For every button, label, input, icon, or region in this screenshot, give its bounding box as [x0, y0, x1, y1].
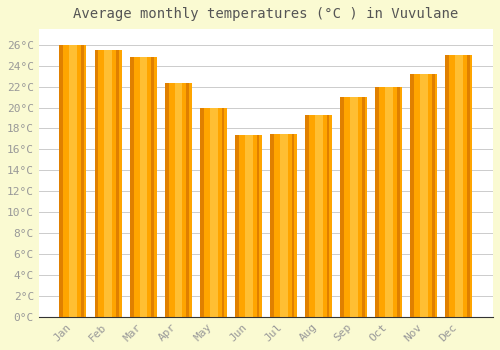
- Bar: [341, 97, 367, 317]
- Bar: [60, 45, 86, 317]
- Bar: [292, 134, 294, 317]
- Bar: [432, 74, 434, 317]
- Bar: [446, 55, 472, 317]
- Bar: [236, 135, 262, 317]
- Bar: [152, 57, 154, 317]
- Bar: [385, 86, 393, 317]
- Bar: [104, 50, 112, 317]
- Bar: [315, 115, 323, 317]
- Bar: [456, 55, 463, 317]
- Bar: [70, 45, 77, 317]
- Bar: [140, 57, 147, 317]
- Bar: [305, 115, 309, 317]
- Bar: [222, 107, 224, 317]
- Bar: [270, 134, 297, 317]
- Bar: [186, 83, 189, 317]
- Bar: [306, 115, 332, 317]
- Bar: [95, 50, 122, 317]
- Bar: [467, 55, 470, 317]
- Bar: [200, 107, 227, 317]
- Bar: [116, 50, 119, 317]
- Bar: [327, 115, 330, 317]
- Bar: [411, 74, 438, 317]
- Bar: [210, 107, 218, 317]
- Bar: [245, 135, 252, 317]
- Bar: [420, 74, 428, 317]
- Bar: [81, 45, 84, 317]
- Bar: [376, 86, 379, 317]
- Bar: [130, 57, 134, 317]
- Bar: [256, 135, 259, 317]
- Bar: [446, 55, 450, 317]
- Bar: [410, 74, 414, 317]
- Bar: [130, 57, 156, 317]
- Bar: [340, 97, 344, 317]
- Bar: [200, 107, 204, 317]
- Title: Average monthly temperatures (°C ) in Vuvulane: Average monthly temperatures (°C ) in Vu…: [74, 7, 458, 21]
- Bar: [174, 83, 182, 317]
- Bar: [94, 50, 98, 317]
- Bar: [235, 135, 239, 317]
- Bar: [166, 83, 192, 317]
- Bar: [164, 83, 168, 317]
- Bar: [270, 134, 274, 317]
- Bar: [376, 86, 402, 317]
- Bar: [280, 134, 288, 317]
- Bar: [60, 45, 64, 317]
- Bar: [350, 97, 358, 317]
- Bar: [362, 97, 364, 317]
- Bar: [397, 86, 400, 317]
